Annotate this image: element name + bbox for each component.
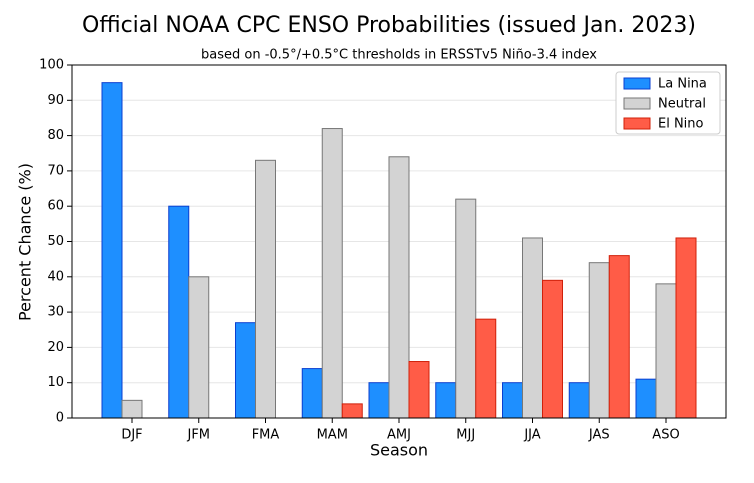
bar xyxy=(341,403,363,419)
bar xyxy=(655,283,677,419)
x-tick-label: MJJ xyxy=(456,428,475,443)
x-tick-label: JJA xyxy=(523,428,540,443)
bar xyxy=(255,159,276,419)
x-axis-label: Season xyxy=(370,441,428,460)
x-tick-label: JFM xyxy=(186,428,210,443)
bar xyxy=(321,128,343,419)
legend-label: El Nino xyxy=(658,117,704,132)
bar xyxy=(475,318,497,419)
bar xyxy=(675,237,697,419)
bar xyxy=(408,361,430,419)
bar xyxy=(121,399,143,419)
bar xyxy=(435,382,457,419)
y-tick-label: 100 xyxy=(39,58,64,73)
y-tick-label: 0 xyxy=(56,411,64,426)
bar xyxy=(522,237,543,419)
x-tick-label: JAS xyxy=(588,428,610,443)
bar xyxy=(301,368,323,419)
x-tick-label: FMA xyxy=(252,428,280,443)
bar xyxy=(368,382,390,419)
bar xyxy=(568,382,590,419)
plot-frame xyxy=(71,64,727,419)
legend-swatch xyxy=(623,117,651,130)
bar xyxy=(101,82,123,419)
bar xyxy=(542,279,563,419)
bar xyxy=(235,322,256,419)
chart-subtitle: based on -0.5°/+0.5°C thresholds in ERSS… xyxy=(201,48,597,63)
y-tick-label: 10 xyxy=(47,375,64,390)
x-tick-label: AMJ xyxy=(387,428,411,443)
legend-label: Neutral xyxy=(658,97,706,112)
bar xyxy=(188,276,210,419)
bar xyxy=(455,198,477,419)
y-axis-label: Percent Chance (%) xyxy=(16,163,35,321)
legend-swatch xyxy=(623,97,651,110)
y-tick-label: 40 xyxy=(47,269,64,284)
y-tick-label: 50 xyxy=(47,234,64,249)
bar xyxy=(635,378,657,419)
y-tick-label: 20 xyxy=(47,340,64,355)
bar xyxy=(388,156,410,419)
y-tick-label: 60 xyxy=(47,199,64,214)
bar xyxy=(502,382,523,419)
y-tick-label: 80 xyxy=(47,128,64,143)
legend-label: La Nina xyxy=(658,77,707,92)
y-tick-label: 30 xyxy=(47,305,64,320)
x-tick-label: ASO xyxy=(652,428,679,443)
chart-title: Official NOAA CPC ENSO Probabilities (is… xyxy=(82,13,696,38)
x-tick-label: DJF xyxy=(121,428,142,443)
bar xyxy=(588,262,610,419)
y-tick-label: 70 xyxy=(47,163,64,178)
y-tick-label: 90 xyxy=(47,93,64,108)
x-tick-label: MAM xyxy=(317,428,348,443)
bar xyxy=(608,255,630,419)
legend-swatch xyxy=(623,77,651,90)
bar xyxy=(168,205,190,419)
